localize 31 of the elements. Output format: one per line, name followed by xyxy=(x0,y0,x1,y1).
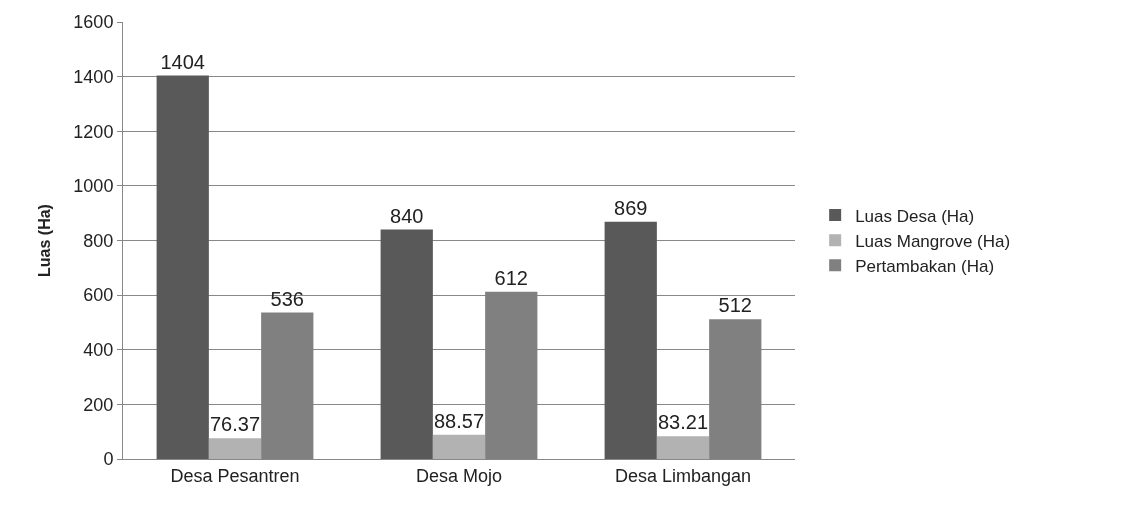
bar xyxy=(432,434,486,459)
x-tick-label: Desa Mojo xyxy=(415,465,503,486)
y-tick-label: 800 xyxy=(83,230,114,251)
y-tick-label: 400 xyxy=(83,340,114,361)
data-label: 88.57 xyxy=(433,409,485,432)
y-tick-label: 1600 xyxy=(73,12,114,33)
data-label: 612 xyxy=(494,266,528,289)
bar xyxy=(604,221,657,459)
legend-label: Luas Mangrove (Ha) xyxy=(855,231,1011,251)
data-label: 76.37 xyxy=(209,413,261,436)
legend-label: Luas Desa (Ha) xyxy=(855,206,975,226)
y-tick-label: 600 xyxy=(83,285,114,306)
bar xyxy=(156,75,209,459)
x-tick-label: Desa Pesantren xyxy=(170,465,300,486)
y-tick-label: 1000 xyxy=(73,176,114,197)
data-label: 1404 xyxy=(160,50,205,73)
data-label: 840 xyxy=(390,204,424,227)
y-tick-label: 1200 xyxy=(73,121,114,142)
y-tick-label: 200 xyxy=(83,394,114,415)
data-label: 83.21 xyxy=(657,411,709,434)
bar xyxy=(656,436,710,459)
data-label: 869 xyxy=(614,196,648,219)
y-axis-title: Luas (Ha) xyxy=(36,204,54,277)
bar xyxy=(208,438,262,459)
data-label: 536 xyxy=(270,287,304,310)
y-tick-label: 0 xyxy=(103,449,114,470)
x-tick-label: Desa Limbangan xyxy=(614,465,752,486)
legend-label: Pertambakan (Ha) xyxy=(855,256,995,276)
y-tick-label: 1400 xyxy=(73,66,114,87)
data-label: 512 xyxy=(718,294,752,317)
bar xyxy=(380,229,433,459)
